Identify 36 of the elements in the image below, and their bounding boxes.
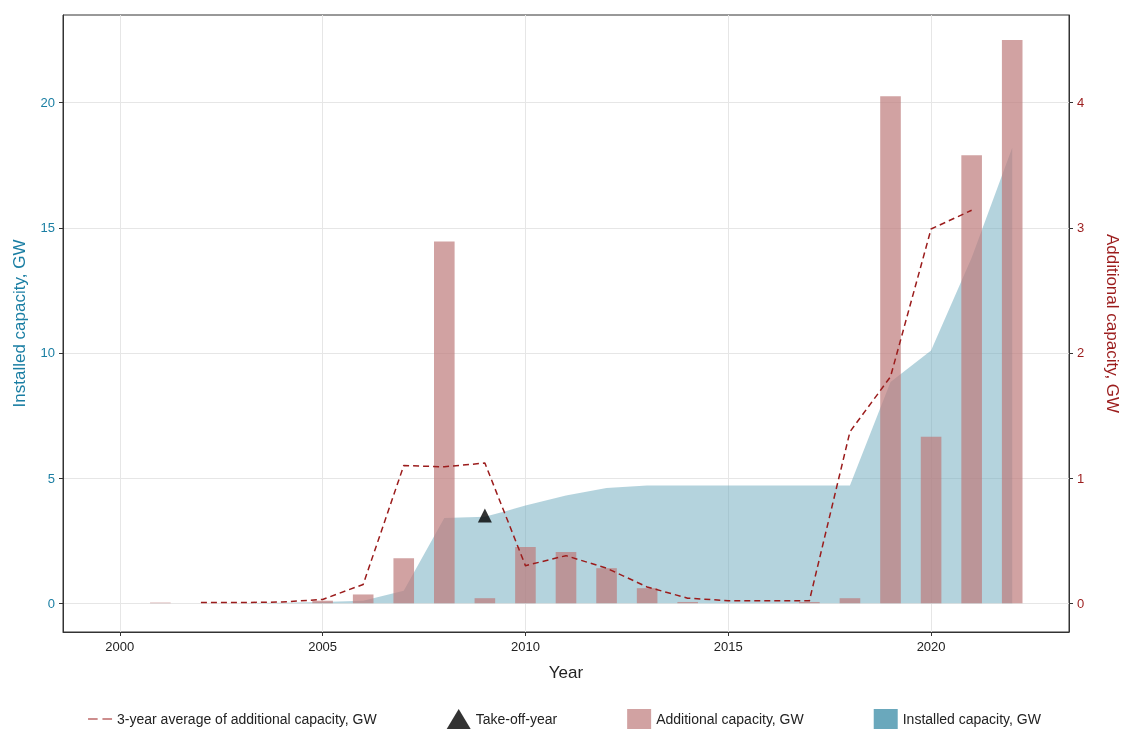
y-axis-title: Installed capacity, GW bbox=[10, 239, 29, 408]
x-tick-label: 2005 bbox=[308, 639, 338, 654]
y-tick-label: 15 bbox=[40, 220, 55, 236]
bar bbox=[920, 436, 942, 604]
y2-tick-label: 1 bbox=[1077, 470, 1085, 486]
bar bbox=[515, 546, 536, 604]
y2-tick-label: 4 bbox=[1077, 95, 1085, 111]
bar bbox=[352, 594, 374, 604]
legend-label: Take-off-year bbox=[475, 711, 558, 727]
bar bbox=[596, 568, 617, 604]
x-tick-label: 2010 bbox=[510, 639, 540, 654]
bar bbox=[555, 551, 577, 604]
bar bbox=[393, 558, 415, 604]
legend-label: Additional capacity, GW bbox=[656, 711, 805, 727]
bar bbox=[434, 241, 455, 604]
bar bbox=[636, 588, 658, 604]
bar bbox=[880, 96, 901, 604]
line-series bbox=[200, 209, 973, 604]
bar bbox=[1001, 40, 1023, 604]
y-tick-label: 20 bbox=[40, 95, 55, 111]
legend-label: 3-year average of additional capacity, GW bbox=[117, 711, 378, 727]
bar bbox=[961, 155, 982, 604]
y2-tick-label: 3 bbox=[1077, 220, 1085, 236]
y2-axis-title: Additional capacity, GW bbox=[1103, 233, 1122, 414]
y-tick-label: 0 bbox=[47, 595, 55, 611]
legend-label: Installed capacity, GW bbox=[902, 711, 1042, 727]
y2-tick-label: 0 bbox=[1077, 595, 1085, 611]
y-tick-label: 10 bbox=[40, 345, 55, 361]
x-tick-label: 2015 bbox=[713, 639, 743, 654]
x-tick-label: 2020 bbox=[916, 639, 946, 654]
bar bbox=[474, 598, 496, 604]
bar bbox=[839, 598, 861, 604]
x-tick-label: 2000 bbox=[105, 639, 135, 654]
y2-tick-label: 2 bbox=[1077, 345, 1085, 361]
y-tick-label: 5 bbox=[47, 470, 55, 486]
x-axis-title: Year bbox=[548, 663, 584, 682]
